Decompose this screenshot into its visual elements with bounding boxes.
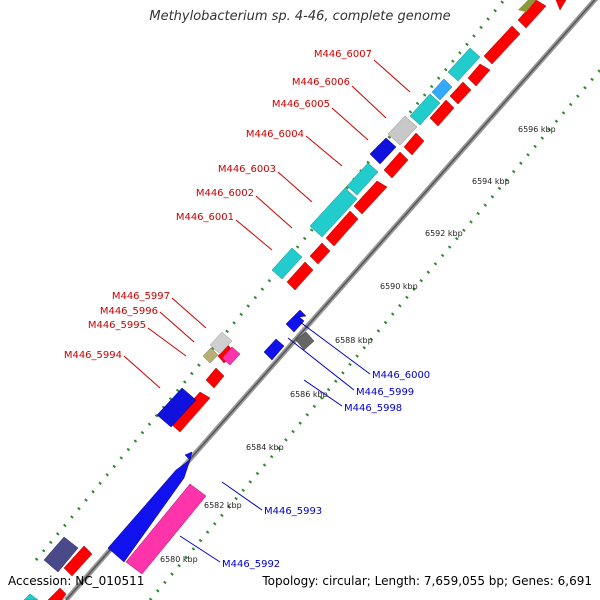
gene-label-m446-6003: M446_6003 [218,164,276,175]
cds-arrow [291,309,307,319]
rna-feature [409,93,441,126]
scale-label-6582: 6582 kbp [204,501,242,510]
rna-feature [309,187,358,238]
feature-slate [43,536,79,573]
feature-magenta [221,346,241,366]
gene-label-m446-5998: M446_5998 [344,403,402,414]
feature-blue-large [156,387,197,428]
feature-pink [125,483,207,575]
cds-arrow [47,587,67,600]
scale-label-6580: 6580 kbp [160,555,198,564]
gene-label-m446-6001: M446_6001 [176,212,234,223]
gene-label-m446-6007: M446_6007 [314,49,372,60]
gene-label-m446-6004: M446_6004 [246,129,304,140]
scale-label-6590: 6590 kbp [380,282,418,291]
gene-label-m446-5995: M446_5995 [88,320,146,331]
cds-arrow [555,0,567,11]
rna-feature [447,47,481,82]
forward-cds-track [47,0,567,600]
cds-arrow [107,459,191,563]
leader-lines-forward [123,59,411,389]
cds-arrow [263,338,285,361]
rna-feature [346,162,379,196]
gene-label-m446-5996: M446_5996 [100,306,158,317]
gene-label-m446-5997: M446_5997 [112,291,170,302]
cds-arrow [309,242,331,265]
feature-lightblue [431,78,453,101]
accession-text: Accession: NC_010511 [8,574,145,588]
feature-lightgray [209,331,233,355]
gene-label-m446-6002: M446_6002 [196,188,254,199]
cds-arrow [449,81,472,105]
cds-arrow [286,261,314,291]
cds-arrow [483,25,521,65]
gene-label-m446-5999: M446_5999 [356,387,414,398]
gene-label-m446-5992: M446_5992 [222,559,280,570]
map-title: Methylobacterium sp. 4-46, complete geno… [149,9,451,24]
cds-arrow [353,180,388,215]
scale-label-6586: 6586 kbp [290,390,328,399]
scale-label-6592: 6592 kbp [425,229,463,238]
cds-arrow [429,99,455,127]
scale-label-6588: 6588 kbp [335,336,373,345]
scale-label-6584: 6584 kbp [246,443,284,452]
gene-label-m446-6006: M446_6006 [292,77,350,88]
feature-darkgray [295,331,315,351]
leader-lines-reverse [179,321,371,563]
cds-arrow [383,151,409,179]
gene-label-m446-6000: M446_6000 [372,370,430,381]
rna-feature [271,247,303,280]
cds-arrow [403,132,425,156]
gene-label-m446-5993: M446_5993 [264,506,322,517]
cds-arrow [467,63,491,87]
feature-gray [387,115,418,146]
scale-label-6596: 6596 kbp [518,125,556,134]
cds-arrow [184,451,193,461]
tick-track-outer [34,0,506,561]
feature-blue [369,137,397,165]
genome-summary-text: Topology: circular; Length: 7,659,055 bp… [262,574,592,588]
cds-arrow [63,545,93,577]
reverse-cds-track [107,309,307,563]
cds-arrow [325,210,359,247]
feature-khaki [202,347,219,364]
feature-olive [518,0,536,12]
rna-feature [23,593,39,600]
gene-label-m446-5994: M446_5994 [64,350,122,361]
rna-track [23,47,481,600]
gene-label-m446-6005: M446_6005 [272,99,330,110]
scale-label-6594: 6594 kbp [472,177,510,186]
cds-arrow [205,367,225,389]
